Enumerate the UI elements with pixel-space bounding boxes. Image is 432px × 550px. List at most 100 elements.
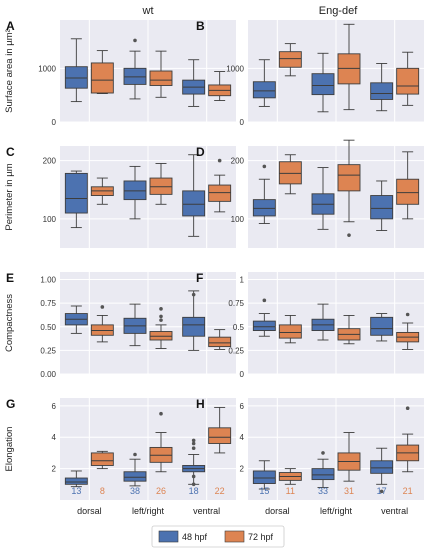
legend-label-72hpf: 72 hpf xyxy=(248,532,274,542)
box-body xyxy=(370,195,394,220)
box-body xyxy=(208,427,232,444)
box-H-72hpf-ventral xyxy=(396,406,420,473)
box-body xyxy=(396,178,420,205)
panel-letter: H xyxy=(196,397,205,411)
outlier-point xyxy=(191,474,196,479)
box-E-48hpf-left-right xyxy=(123,303,147,347)
y-axis-label: Surface area in µm² xyxy=(4,29,15,113)
outlier-point xyxy=(159,307,163,311)
box-G-72hpf-ventral xyxy=(208,406,232,454)
box-D-48hpf-ventral xyxy=(370,180,394,231)
count-label-48hpf: 15 xyxy=(259,486,269,496)
outlier-point xyxy=(191,438,196,443)
y-tick-label: 0.25 xyxy=(228,346,244,355)
column-title-wt: wt xyxy=(142,5,154,17)
count-label-72hpf: 21 xyxy=(403,486,413,496)
count-label-72hpf: 26 xyxy=(156,486,166,496)
y-tick-label: 0 xyxy=(240,118,245,127)
count-label-48hpf: 13 xyxy=(71,486,81,496)
box-body xyxy=(252,470,276,484)
y-tick-label: 1000 xyxy=(226,64,244,73)
box-G-48hpf-dorsal xyxy=(64,470,88,488)
outlier-point xyxy=(133,38,137,43)
box-body xyxy=(278,161,302,185)
box-body xyxy=(64,66,88,89)
panel-letter: D xyxy=(196,145,205,159)
outlier-point xyxy=(191,446,196,451)
y-tick-label: 6 xyxy=(52,402,57,411)
outlier-point xyxy=(262,164,267,169)
box-D-72hpf-left-right xyxy=(337,139,361,237)
box-body xyxy=(311,73,335,96)
box-B-72hpf-dorsal xyxy=(278,43,302,77)
outlier-point xyxy=(321,451,325,455)
box-F-48hpf-ventral xyxy=(370,313,394,342)
outlier-point xyxy=(405,406,410,411)
box-G-72hpf-dorsal xyxy=(90,450,114,470)
outlier-point xyxy=(159,318,163,322)
y-axis-label: Perimeter in µm xyxy=(4,163,15,230)
box-F-72hpf-ventral xyxy=(396,312,420,350)
box-A-48hpf-ventral xyxy=(182,59,206,107)
outlier-point xyxy=(191,292,196,297)
box-body xyxy=(370,82,394,100)
legend-swatch-72hpf xyxy=(224,530,245,543)
box-A-72hpf-dorsal xyxy=(90,50,114,94)
y-tick-label: 200 xyxy=(43,157,57,166)
y-tick-label: 1000 xyxy=(38,64,56,73)
y-axis-label: Compactness xyxy=(4,294,15,352)
y-tick-label: 0.00 xyxy=(40,370,56,379)
x-category-labels: dorsal left/right ventral dorsal left/right v… xyxy=(77,506,408,516)
y-tick-label: 0 xyxy=(52,118,57,127)
x-category-label: left/right xyxy=(320,506,353,516)
count-label-48hpf: 38 xyxy=(130,486,140,496)
panel-letter: F xyxy=(196,271,203,285)
box-body xyxy=(337,53,361,85)
box-E-72hpf-dorsal xyxy=(90,305,114,343)
box-D-72hpf-dorsal xyxy=(278,154,302,195)
box-A-48hpf-dorsal xyxy=(64,38,88,103)
y-tick-label: 0.75 xyxy=(228,299,244,308)
box-D-72hpf-ventral xyxy=(396,151,420,220)
sample-count-labels: 13 38 18 8 26 22 15 33 17 11 31 21 xyxy=(71,486,412,496)
box-H-72hpf-dorsal xyxy=(278,468,302,485)
outlier-point xyxy=(133,452,137,457)
box-E-72hpf-ventral xyxy=(208,329,232,350)
y-tick-label: 0.25 xyxy=(40,346,56,355)
box-D-48hpf-left-right xyxy=(311,167,335,230)
box-body xyxy=(311,468,335,481)
box-body xyxy=(208,336,232,348)
panel-letter: A xyxy=(6,19,15,33)
box-E-72hpf-left-right xyxy=(149,307,173,349)
box-F-48hpf-left-right xyxy=(311,303,335,341)
y-tick-label: 6 xyxy=(240,402,245,411)
outlier-point xyxy=(262,298,267,303)
box-body xyxy=(64,172,88,214)
y-axis-label: Elongation xyxy=(4,427,15,472)
legend-label-48hpf: 48 hpf xyxy=(182,532,208,542)
box-body xyxy=(149,177,173,195)
box-body xyxy=(337,164,361,192)
count-label-48hpf: 17 xyxy=(377,486,387,496)
y-tick-label: 0.75 xyxy=(40,299,56,308)
box-A-48hpf-left-right xyxy=(123,38,147,100)
panel-letter: C xyxy=(6,145,15,159)
panel-letter: E xyxy=(6,271,14,285)
box-F-72hpf-dorsal xyxy=(278,314,302,344)
box-C-48hpf-dorsal xyxy=(64,170,88,229)
box-H-48hpf-ventral xyxy=(370,447,394,494)
panel-C: 100 200 C Perimeter in µm xyxy=(4,145,236,248)
box-C-72hpf-left-right xyxy=(149,163,173,205)
x-category-label: ventral xyxy=(381,506,408,516)
box-B-48hpf-dorsal xyxy=(252,59,276,107)
x-category-label: left/right xyxy=(132,506,165,516)
count-label-72hpf: 31 xyxy=(344,486,354,496)
box-body xyxy=(90,452,114,466)
box-C-72hpf-dorsal xyxy=(90,177,114,205)
count-label-72hpf: 11 xyxy=(286,486,295,496)
panel-G: 2 4 6 G Elongation xyxy=(4,397,236,500)
box-E-48hpf-dorsal xyxy=(64,305,88,334)
box-F-48hpf-dorsal xyxy=(252,298,276,337)
box-H-48hpf-left-right xyxy=(311,451,335,488)
